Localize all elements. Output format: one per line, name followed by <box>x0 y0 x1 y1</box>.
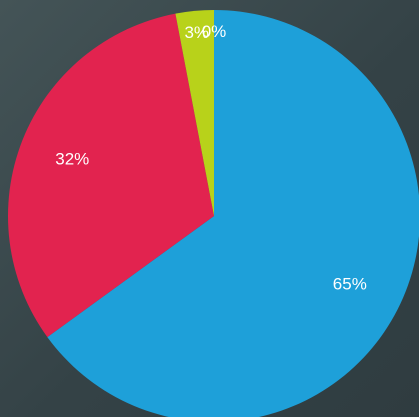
pie-slice-1 <box>7 13 215 338</box>
slice-label-0: 65% <box>333 275 367 294</box>
slice-label-1: 32% <box>55 149 89 168</box>
slice-label-2: 3% <box>184 23 209 42</box>
pie-slice-0 <box>47 10 419 417</box>
pie-slice-2 <box>175 10 214 216</box>
slice-label-3: 0% <box>202 22 227 41</box>
